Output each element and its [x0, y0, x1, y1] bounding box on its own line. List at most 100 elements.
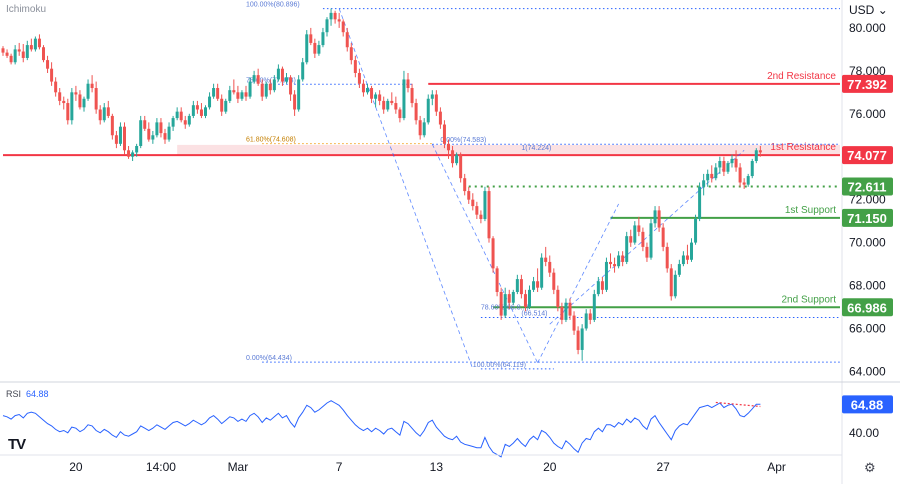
candles-layer — [1, 8, 762, 361]
candle-body — [649, 223, 653, 258]
candle-body — [341, 21, 345, 33]
candle-body — [70, 92, 74, 121]
y-tick-label: 78.000 — [849, 64, 886, 78]
rsi-tag-value: 64.88 — [851, 397, 884, 412]
price-tag-bg — [842, 74, 893, 93]
fib-label: 78.60%(77.373) — [246, 77, 296, 84]
candle-body — [216, 88, 220, 99]
candle-body — [159, 122, 163, 134]
candle-body — [147, 128, 151, 140]
candle-body — [33, 38, 37, 50]
candle-body — [394, 103, 398, 110]
candle-body — [248, 81, 252, 97]
rsi-title[interactable]: RSI 64.88 — [6, 389, 49, 399]
candle-body — [661, 227, 665, 247]
price-tag-value: 77.392 — [847, 77, 887, 92]
candle-body — [690, 242, 693, 260]
candle-body — [224, 100, 228, 112]
candle-body — [540, 257, 544, 288]
rsi-tick-label: 40.00 — [849, 426, 879, 440]
candle-body — [629, 236, 633, 243]
candle-body — [297, 79, 301, 110]
candle-body — [532, 281, 536, 290]
candle-body — [139, 120, 143, 146]
candle-body — [491, 238, 495, 269]
candle-body — [337, 19, 341, 22]
candle-body — [135, 145, 139, 153]
candle-body — [191, 105, 195, 116]
candle-body — [333, 12, 337, 20]
candle-body — [345, 32, 349, 48]
candle-body — [370, 88, 374, 99]
candle-body — [301, 62, 305, 80]
x-tick-label: Mar — [228, 460, 249, 474]
price-tag-value: 74.077 — [847, 148, 887, 163]
candle-body — [46, 60, 50, 69]
candle-body — [398, 109, 402, 119]
candle-body — [106, 107, 110, 116]
candle-body — [276, 68, 280, 80]
fib-label: 100.00%(64.119) — [473, 362, 526, 369]
candle-body — [280, 68, 284, 82]
candle-body — [414, 103, 418, 121]
candle-body — [90, 83, 94, 89]
candle-body — [669, 268, 673, 297]
candle-body — [66, 103, 70, 121]
fib-label: 0.00%(64.434) — [246, 355, 292, 362]
candle-body — [74, 92, 78, 95]
candle-body — [633, 225, 637, 243]
candle-body — [349, 47, 353, 61]
candle-body — [268, 83, 272, 91]
candle-body — [613, 264, 617, 267]
candle-body — [528, 289, 531, 308]
candle-body — [459, 154, 463, 179]
candle-body — [179, 111, 183, 121]
x-tick-label: Apr — [767, 460, 786, 474]
candle-body — [507, 294, 511, 303]
candle-body — [702, 180, 706, 187]
candle-body — [406, 79, 410, 89]
candle-body — [110, 115, 114, 136]
candle-body — [451, 150, 455, 164]
candle-body — [289, 77, 293, 95]
candle-body — [25, 45, 29, 58]
candle-body — [357, 72, 361, 84]
candle-body — [5, 52, 9, 56]
candle-body — [430, 94, 434, 99]
currency-selector[interactable]: USD ⌄ — [849, 3, 888, 17]
gear-icon[interactable]: ⚙ — [864, 461, 876, 476]
candle-body — [568, 302, 572, 316]
candle-body — [665, 246, 669, 269]
candle-body — [252, 75, 256, 82]
price-tag-bg — [842, 146, 893, 165]
level-label: 2nd Support — [782, 294, 837, 305]
fib-label: 1(74.224) — [521, 145, 551, 152]
candle-body — [536, 281, 540, 288]
candle-body — [718, 161, 722, 168]
candle-body — [58, 92, 62, 101]
candle-body — [232, 90, 236, 93]
candle-body — [463, 178, 467, 192]
candle-body — [9, 55, 13, 63]
rsi-tag-bg — [842, 395, 893, 414]
candle-body — [519, 279, 523, 295]
candle-body — [102, 107, 106, 121]
candle-body — [621, 255, 625, 262]
candle-body — [434, 94, 438, 112]
x-tick-label: 20 — [543, 460, 557, 474]
tradingview-logo[interactable]: TV — [8, 436, 26, 453]
candle-body — [285, 77, 288, 82]
rsi-line — [2, 400, 761, 458]
candle-body — [260, 83, 264, 97]
indicator-name[interactable]: Ichimoku — [6, 4, 47, 15]
candle-body — [495, 268, 499, 292]
candle-body — [382, 100, 386, 110]
candle-body — [584, 313, 588, 329]
candle-body — [754, 150, 758, 162]
candle-body — [163, 133, 167, 140]
candle-body — [685, 255, 689, 260]
candle-body — [625, 236, 629, 262]
candle-body — [313, 42, 317, 54]
candle-body — [118, 126, 122, 144]
